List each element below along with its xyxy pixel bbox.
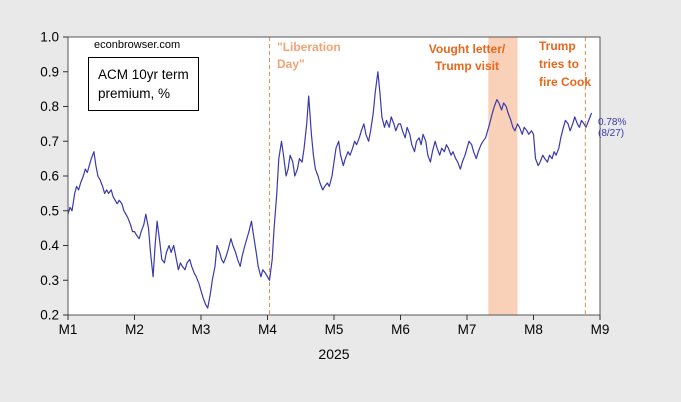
annotation-fire-cook: Trump tries to fire Cook	[539, 37, 591, 91]
svg-text:M1: M1	[59, 322, 78, 337]
annotation-vought-letter: Vought letter/ Trump visit	[424, 41, 510, 75]
annotation-fire-cook-line2: tries to	[539, 57, 580, 71]
svg-text:M5: M5	[325, 322, 344, 337]
svg-text:M3: M3	[192, 322, 211, 337]
annotation-fire-cook-line3: fire Cook	[539, 75, 592, 89]
svg-text:M8: M8	[524, 322, 543, 337]
svg-text:0.4: 0.4	[40, 238, 59, 253]
svg-text:M6: M6	[391, 322, 410, 337]
annotation-liberation-day: "Liberation Day"	[277, 39, 341, 73]
annotation-liberation-day-line2: Day"	[277, 57, 305, 71]
svg-text:M9: M9	[591, 322, 610, 337]
legend-label-line1: ACM 10yr term	[98, 67, 189, 82]
svg-text:M7: M7	[458, 322, 477, 337]
svg-text:M4: M4	[258, 322, 277, 337]
annotation-vought-letter-line2: Trump visit	[434, 59, 499, 73]
svg-text:1.0: 1.0	[40, 30, 59, 45]
svg-text:0.7: 0.7	[40, 134, 59, 149]
svg-text:0.8: 0.8	[40, 99, 59, 114]
svg-text:0.9: 0.9	[40, 64, 59, 79]
svg-text:M2: M2	[125, 322, 144, 337]
svg-text:0.5: 0.5	[40, 203, 59, 218]
annotation-fire-cook-line1: Trump	[539, 39, 576, 53]
annotation-last-value-pct: 0.78%	[598, 117, 627, 128]
annotation-last-value: 0.78% (8/27)	[598, 117, 626, 139]
svg-text:0.6: 0.6	[40, 169, 59, 184]
svg-text:2025: 2025	[318, 346, 349, 362]
legend-label-line2: premium, %	[98, 86, 171, 101]
legend-box: ACM 10yr term premium, %	[88, 57, 199, 111]
annotation-last-value-date: (8/27)	[598, 128, 625, 139]
svg-text:0.2: 0.2	[40, 308, 59, 323]
annotation-liberation-day-line1: "Liberation	[277, 40, 341, 54]
svg-text:0.3: 0.3	[40, 273, 59, 288]
annotation-vought-letter-line1: Vought letter/	[428, 42, 506, 56]
watermark-econbrowser: econbrowser.com	[94, 39, 181, 51]
